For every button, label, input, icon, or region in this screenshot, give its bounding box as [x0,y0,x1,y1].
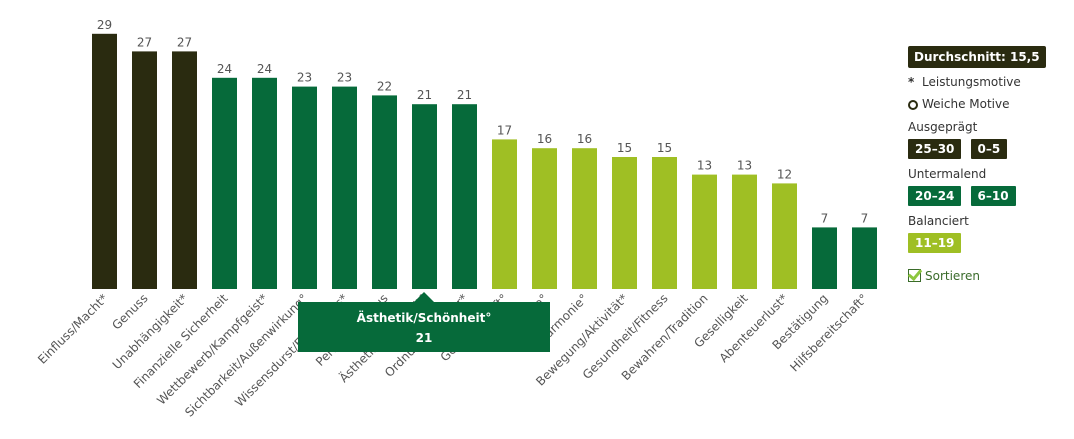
category-label: Einfluss/Macht* [35,291,111,367]
value-label: 16 [577,132,592,146]
category-label: Unabhängigkeit* [110,291,191,372]
value-label: 23 [337,71,352,85]
checkbox-icon[interactable] [908,269,921,282]
tooltip-value: 21 [415,331,433,345]
bar[interactable] [212,77,237,289]
value-label: 22 [377,79,392,93]
value-label: 13 [697,159,712,173]
bar[interactable] [132,51,157,290]
value-label: 13 [737,159,752,173]
bar[interactable] [852,227,877,289]
circle-icon [908,99,918,110]
bar[interactable] [532,148,557,289]
value-label: 16 [537,132,552,146]
value-label: 21 [457,88,472,102]
value-label: 24 [217,62,232,76]
star-icon: * [908,75,915,89]
range-chip: 11–19 [908,233,962,253]
legend-soft: Weiche Motive [908,96,1068,112]
group-title-untermalend: Untermalend [908,167,987,181]
bar[interactable] [332,86,357,289]
range-chip: 20–24 [908,186,962,206]
value-label: 12 [777,167,792,181]
value-label: 24 [257,62,272,76]
bar[interactable] [252,77,277,289]
category-label: Abenteuerlust* [717,291,791,365]
bar[interactable] [692,174,717,289]
value-label: 21 [417,88,432,102]
bar[interactable] [492,139,517,289]
tooltip-label: Ästhetik/Schönheit° [356,311,492,325]
value-label: 15 [657,141,672,155]
bar[interactable] [372,95,397,290]
value-label: 17 [497,123,512,137]
tooltip: Ästhetik/Schönheit° 21 [298,292,550,352]
bar[interactable] [612,157,637,289]
bar[interactable] [572,148,597,289]
legend-performance: * Leistungsmotive [908,75,1021,89]
value-label: 23 [297,71,312,85]
value-label: 7 [821,211,829,225]
bar[interactable] [652,157,677,289]
value-label: 29 [97,18,112,32]
bar[interactable] [412,104,437,289]
value-label: 27 [177,35,192,49]
bar[interactable] [812,227,837,289]
chart-legend-panel: Durchschnitt: 15,5 * Leistungsmotive Weic… [908,46,1068,283]
average-badge: Durchschnitt: 15,5 [908,46,1046,68]
bar[interactable] [292,86,317,289]
value-label: 7 [861,211,869,225]
value-label: 27 [137,35,152,49]
category-label: Hilfsbereitschaft° [787,291,870,374]
value-label: 15 [617,141,632,155]
group-title-balanciert: Balanciert [908,214,969,228]
bar[interactable] [452,104,477,289]
bar[interactable] [732,174,757,289]
bar-chart: 29Einfluss/Macht*27Genuss27Unabhängigkei… [35,18,877,420]
group-title-ausgepraegt: Ausgeprägt [908,120,978,134]
range-chip: 25–30 [908,139,962,159]
sort-toggle[interactable]: Sortieren [908,269,1068,283]
bar[interactable] [92,33,117,289]
bar[interactable] [172,51,197,290]
bar[interactable] [772,183,797,289]
range-chip: 6–10 [970,186,1016,206]
range-chip: 0–5 [970,139,1008,159]
